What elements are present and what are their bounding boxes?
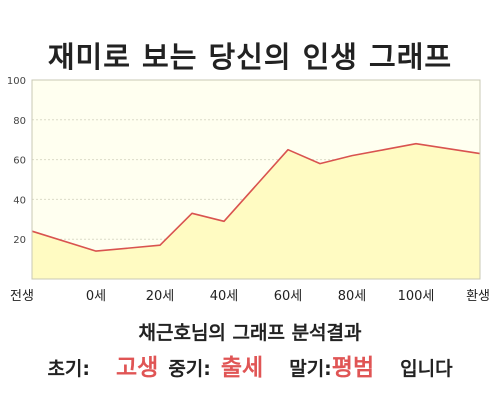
x-tick-label: 0세	[86, 289, 106, 304]
x-tick-label: 40세	[210, 289, 239, 304]
life-graph-chart: 20 40 60 80 100 전생 0세 20세 40세 60세 80세 100세 환생	[7, 76, 490, 304]
early-label: 초기:	[47, 358, 90, 380]
y-tick-label: 100	[7, 76, 26, 87]
summary-line: 초기: 고생 중기: 출세 말기:평범 입니다	[0, 348, 500, 382]
y-axis-ticks: 20 40 60 80 100	[7, 76, 26, 246]
x-tick-label: 80세	[338, 289, 367, 304]
mid-value: 출세	[220, 355, 264, 381]
late-value: 평범	[331, 355, 375, 381]
series-line	[31, 142, 481, 252]
y-tick-label: 60	[13, 156, 26, 167]
x-axis-ticks: 전생 0세 20세 40세 60세 80세 100세 환생	[10, 289, 490, 304]
x-tick-label: 100세	[398, 289, 435, 304]
area-fill	[32, 143, 480, 279]
summary-title: 채근호님의 그래프 분석결과	[138, 322, 362, 344]
x-tick-label: 환생	[466, 289, 490, 304]
chart-title: 재미로 보는 당신의 인생 그래프	[47, 40, 453, 74]
mid-label: 중기:	[168, 358, 211, 380]
y-tick-label: 40	[13, 195, 26, 206]
x-tick-label: 20세	[146, 289, 175, 304]
plot-frame	[31, 79, 481, 280]
early-value: 고생	[116, 355, 159, 381]
y-tick-label: 80	[13, 116, 26, 127]
x-tick-label: 60세	[274, 289, 303, 304]
summary-ending: 입니다	[400, 358, 453, 380]
y-tick-label: 20	[13, 235, 26, 246]
x-tick-label: 전생	[10, 289, 34, 304]
late-label: 말기:	[289, 358, 332, 380]
